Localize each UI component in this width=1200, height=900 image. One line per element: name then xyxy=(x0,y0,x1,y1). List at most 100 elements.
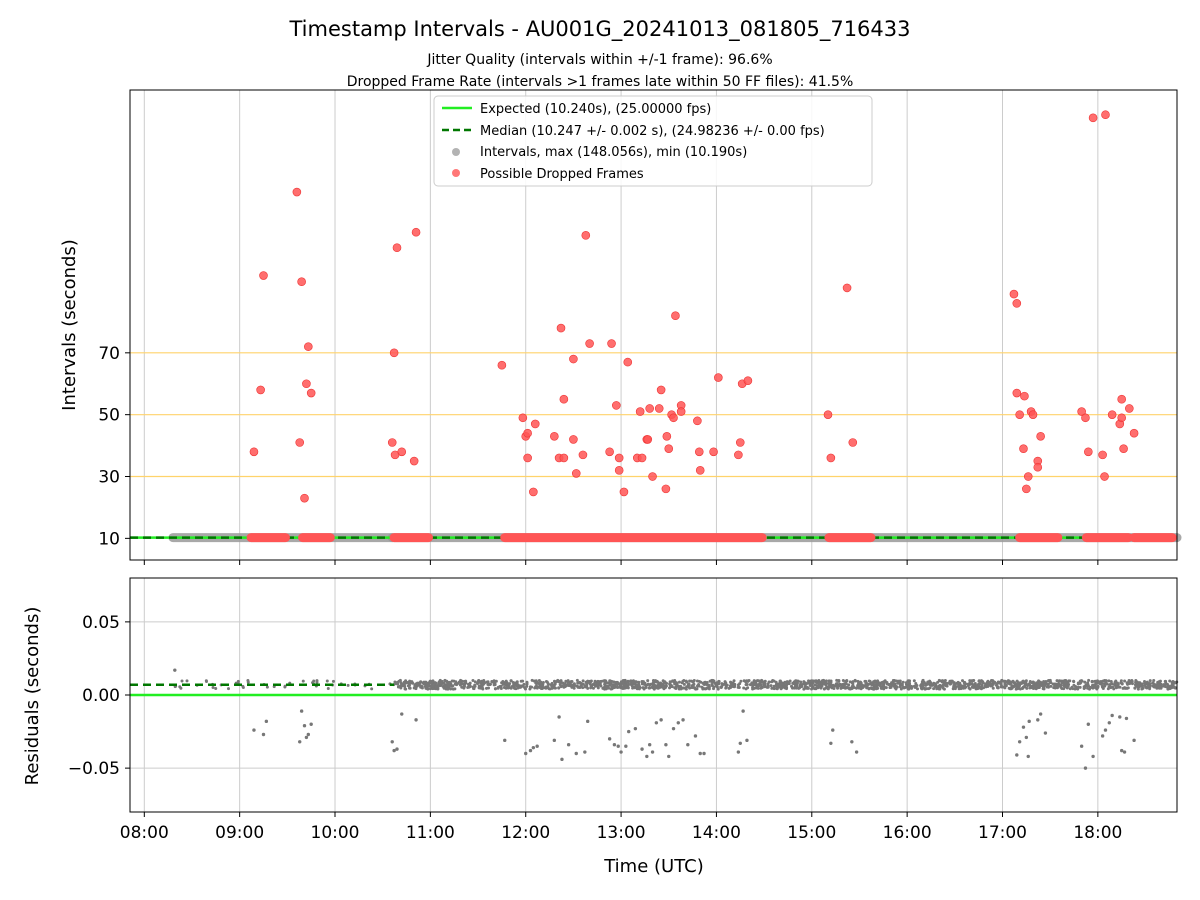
residual-point xyxy=(594,684,598,688)
residual-outlier-point xyxy=(702,751,706,756)
residual-point xyxy=(1049,684,1053,688)
residual-point xyxy=(486,680,490,684)
residual-outlier-point xyxy=(261,732,266,737)
residual-point xyxy=(487,682,491,686)
residual-point xyxy=(462,686,466,690)
dropped-frame-point xyxy=(1012,299,1022,308)
residual-point xyxy=(750,683,754,687)
dropped-frame-point xyxy=(637,453,647,463)
residual-point xyxy=(1095,685,1099,689)
residual-point xyxy=(1027,682,1031,686)
residual-point xyxy=(589,684,593,688)
residual-point xyxy=(980,683,984,687)
residual-point xyxy=(451,687,455,691)
residual-point xyxy=(633,686,637,690)
residual-point xyxy=(1083,680,1087,684)
residual-point xyxy=(525,684,529,688)
residual-outlier-point xyxy=(1038,712,1043,716)
residual-point xyxy=(519,679,523,683)
residual-point xyxy=(613,683,617,687)
dropped-frame-point xyxy=(304,342,313,351)
residual-point xyxy=(550,686,554,690)
residual-outlier-point xyxy=(1091,754,1095,759)
dropped-frame-point xyxy=(523,428,532,438)
residual-point xyxy=(1046,682,1050,686)
residual-point xyxy=(1055,679,1059,683)
residual-point xyxy=(736,685,740,689)
dropped-frame-point xyxy=(826,453,836,463)
residual-point xyxy=(422,680,426,684)
residual-point xyxy=(857,684,861,688)
residual-point xyxy=(805,682,809,686)
residual-point xyxy=(1148,679,1152,683)
dropped-frame-point xyxy=(1019,444,1028,453)
residual-point xyxy=(936,680,940,684)
dropped-frame-point xyxy=(676,407,686,416)
residual-point xyxy=(821,679,825,683)
residual-point xyxy=(798,686,802,690)
residual-point xyxy=(973,682,977,686)
residual-outlier-point xyxy=(676,721,680,725)
residual-point xyxy=(692,678,696,682)
residual-point xyxy=(884,686,888,690)
residual-point xyxy=(1172,680,1176,684)
residual-point xyxy=(596,679,600,683)
residual-point xyxy=(799,680,803,684)
residual-point xyxy=(736,683,740,687)
dropped-frame-point xyxy=(518,413,528,423)
residual-point xyxy=(1162,683,1166,687)
residual-point xyxy=(581,679,585,683)
residual-point xyxy=(837,679,841,683)
dropped-frame-point xyxy=(1009,289,1019,299)
residual-point xyxy=(953,682,957,686)
residual-point xyxy=(968,687,972,691)
residual-point xyxy=(848,687,852,691)
residual-point xyxy=(395,681,399,685)
residual-point xyxy=(226,687,230,691)
residual-point xyxy=(976,686,980,690)
residual-point xyxy=(924,683,928,687)
residual-outlier-point xyxy=(583,750,587,754)
top-y-tick-label: 30 xyxy=(98,468,120,488)
residual-point xyxy=(513,683,517,687)
residual-point xyxy=(608,679,612,683)
residual-point xyxy=(637,680,641,684)
residual-point xyxy=(691,683,695,687)
residual-point xyxy=(704,687,708,691)
residual-outlier-point xyxy=(1026,754,1030,759)
residual-point xyxy=(806,686,810,690)
residual-outlier-point xyxy=(1079,744,1084,748)
residual-point xyxy=(746,686,750,690)
dropped-frame-point xyxy=(694,447,704,457)
residual-point xyxy=(1164,679,1168,683)
residual-point xyxy=(499,684,503,688)
residual-point xyxy=(687,682,691,686)
residual-point xyxy=(966,682,970,686)
residual-point xyxy=(809,683,813,687)
residual-point xyxy=(1103,684,1107,688)
residual-outlier-point xyxy=(1021,725,1026,729)
residual-point xyxy=(1152,679,1156,683)
dropped-frame-point xyxy=(656,385,666,395)
residual-point xyxy=(716,687,720,691)
dropped-frame-point xyxy=(411,227,421,237)
residual-point xyxy=(588,682,592,686)
residual-outlier-point xyxy=(586,719,590,724)
residual-point xyxy=(813,683,817,687)
residual-point xyxy=(682,682,686,686)
residual-point xyxy=(695,684,699,688)
residual-outlier-point xyxy=(698,751,702,756)
dropped-frame-point xyxy=(1100,472,1109,481)
residual-outlier-point xyxy=(831,728,835,732)
residual-point xyxy=(1086,686,1090,690)
residual-point xyxy=(1007,681,1011,685)
residual-outlier-point xyxy=(531,745,536,750)
dropped-frame-point xyxy=(259,271,268,280)
dropped-frame-point xyxy=(643,435,653,444)
dropped-frame-point xyxy=(635,407,645,416)
residual-point xyxy=(834,682,838,686)
residual-outlier-point xyxy=(624,744,628,748)
residual-point xyxy=(724,685,728,689)
dropped-frame-point xyxy=(607,339,616,348)
residual-point xyxy=(1063,681,1067,685)
